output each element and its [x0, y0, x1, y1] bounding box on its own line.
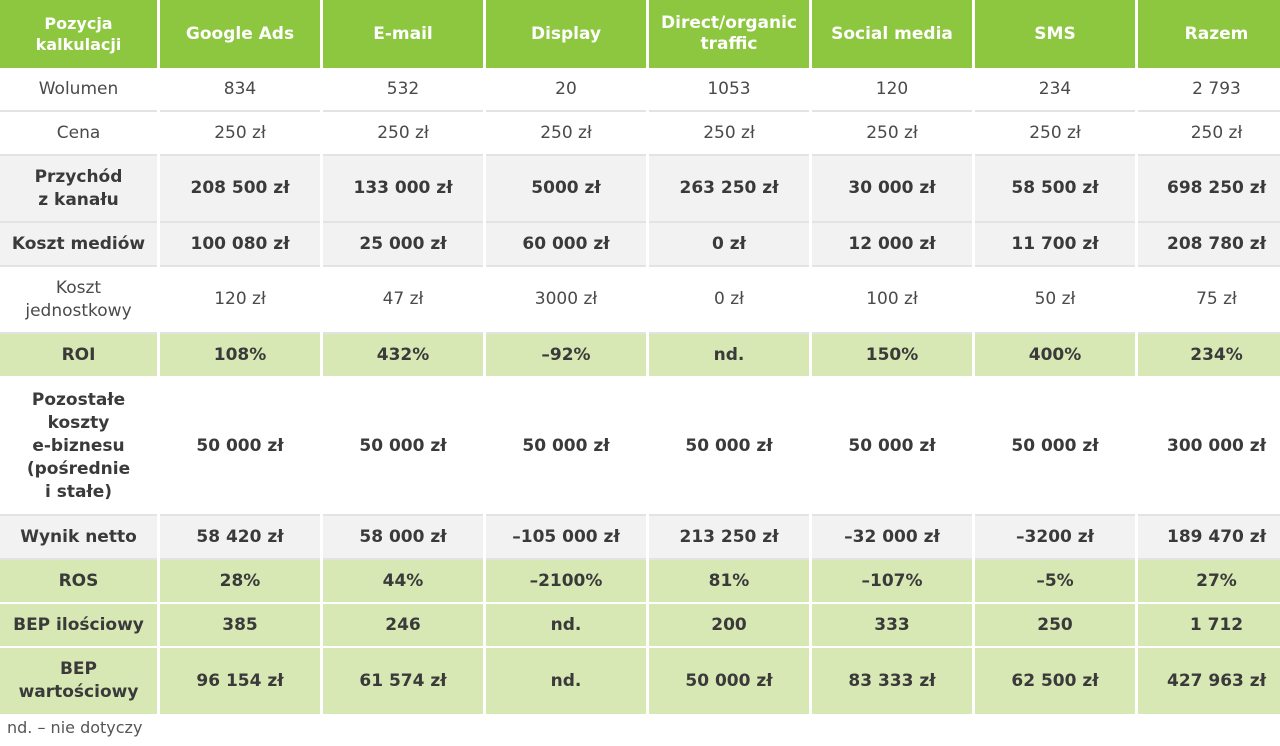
table-cell: 246 [323, 604, 483, 648]
footnote: nd. – nie dotyczy [7, 718, 143, 737]
row-label: BEP wartościowy [0, 648, 157, 716]
table-cell: –2100% [486, 560, 646, 604]
table-cell: –5% [975, 560, 1135, 604]
table-cell: 208 500 zł [160, 156, 320, 223]
column-header: E-mail [323, 0, 483, 68]
row-label: Wolumen [0, 68, 157, 112]
table-cell: 234% [1138, 334, 1280, 378]
table-cell: –92% [486, 334, 646, 378]
row-label: Pozostałe koszty e-biznesu (pośrednie i … [0, 378, 157, 516]
table-cell: 250 zł [649, 112, 809, 156]
table-cell: 333 [812, 604, 972, 648]
row-label: Wynik netto [0, 516, 157, 560]
table-cell: 30 000 zł [812, 156, 972, 223]
table-cell: 0 zł [649, 223, 809, 267]
table-cell: 300 000 zł [1138, 378, 1280, 516]
table-cell: 1 712 [1138, 604, 1280, 648]
table-cell: 75 zł [1138, 267, 1280, 334]
table-cell: 698 250 zł [1138, 156, 1280, 223]
table-cell: 12 000 zł [812, 223, 972, 267]
table-cell: –32 000 zł [812, 516, 972, 560]
row-label: BEP ilościowy [0, 604, 157, 648]
table-cell: 234 [975, 68, 1135, 112]
table-cell: 250 zł [812, 112, 972, 156]
table-cell: 208 780 zł [1138, 223, 1280, 267]
table-cell: 50 000 zł [323, 378, 483, 516]
table-cell: 5000 zł [486, 156, 646, 223]
table-cell: 50 000 zł [160, 378, 320, 516]
table-cell: 100 080 zł [160, 223, 320, 267]
row-label: Przychód z kanału [0, 156, 157, 223]
row-label: Koszt mediów [0, 223, 157, 267]
column-header: Razem [1138, 0, 1280, 68]
column-header: Google Ads [160, 0, 320, 68]
table-cell: 120 [812, 68, 972, 112]
table-cell: 400% [975, 334, 1135, 378]
table-cell: 133 000 zł [323, 156, 483, 223]
table-cell: 50 zł [975, 267, 1135, 334]
table-cell: 385 [160, 604, 320, 648]
table-cell: 250 zł [486, 112, 646, 156]
column-header: Social media [812, 0, 972, 68]
header-row-label: Pozycja kalkulacji [0, 0, 157, 68]
table-cell: 50 000 zł [486, 378, 646, 516]
column-header: Display [486, 0, 646, 68]
table-cell: 83 333 zł [812, 648, 972, 716]
row-label: ROS [0, 560, 157, 604]
table-cell: 50 000 zł [812, 378, 972, 516]
table-cell: 432% [323, 334, 483, 378]
table-cell: 47 zł [323, 267, 483, 334]
table-cell: 58 420 zł [160, 516, 320, 560]
table-cell: 25 000 zł [323, 223, 483, 267]
table-cell: 3000 zł [486, 267, 646, 334]
column-header: SMS [975, 0, 1135, 68]
table-cell: 100 zł [812, 267, 972, 334]
table-cell: 189 470 zł [1138, 516, 1280, 560]
table-cell: 250 zł [323, 112, 483, 156]
table-cell: –107% [812, 560, 972, 604]
row-label: Cena [0, 112, 157, 156]
table-cell: 250 zł [160, 112, 320, 156]
table-cell: 81% [649, 560, 809, 604]
table-cell: 1053 [649, 68, 809, 112]
table-cell: 58 000 zł [323, 516, 483, 560]
row-label: Koszt jednostkowy [0, 267, 157, 334]
table-cell: 263 250 zł [649, 156, 809, 223]
table-cell: 834 [160, 68, 320, 112]
table-cell: 60 000 zł [486, 223, 646, 267]
table-cell: 250 zł [1138, 112, 1280, 156]
table-cell: 213 250 zł [649, 516, 809, 560]
table-cell: 20 [486, 68, 646, 112]
table-cell: –105 000 zł [486, 516, 646, 560]
table-cell: 11 700 zł [975, 223, 1135, 267]
row-label: ROI [0, 334, 157, 378]
table-cell: 250 [975, 604, 1135, 648]
table-cell: 150% [812, 334, 972, 378]
table-cell: 61 574 zł [323, 648, 483, 716]
table-cell: 62 500 zł [975, 648, 1135, 716]
table-cell: 108% [160, 334, 320, 378]
table-cell: 28% [160, 560, 320, 604]
table-cell: 96 154 zł [160, 648, 320, 716]
column-header: Direct/organic traffic [649, 0, 809, 68]
table-cell: nd. [486, 648, 646, 716]
table-cell: 532 [323, 68, 483, 112]
table-cell: nd. [649, 334, 809, 378]
table-cell: 50 000 zł [975, 378, 1135, 516]
table-cell: 58 500 zł [975, 156, 1135, 223]
table-cell: –3200 zł [975, 516, 1135, 560]
table-cell: 200 [649, 604, 809, 648]
table-cell: 50 000 zł [649, 648, 809, 716]
table-cell: 50 000 zł [649, 378, 809, 516]
table-cell: 27% [1138, 560, 1280, 604]
table-cell: 427 963 zł [1138, 648, 1280, 716]
table-cell: 250 zł [975, 112, 1135, 156]
table-cell: 120 zł [160, 267, 320, 334]
table-cell: 2 793 [1138, 68, 1280, 112]
calculation-table: Pozycja kalkulacji Google Ads E-mail Displa… [0, 0, 1280, 716]
table-cell: nd. [486, 604, 646, 648]
table-cell: 44% [323, 560, 483, 604]
table-cell: 0 zł [649, 267, 809, 334]
